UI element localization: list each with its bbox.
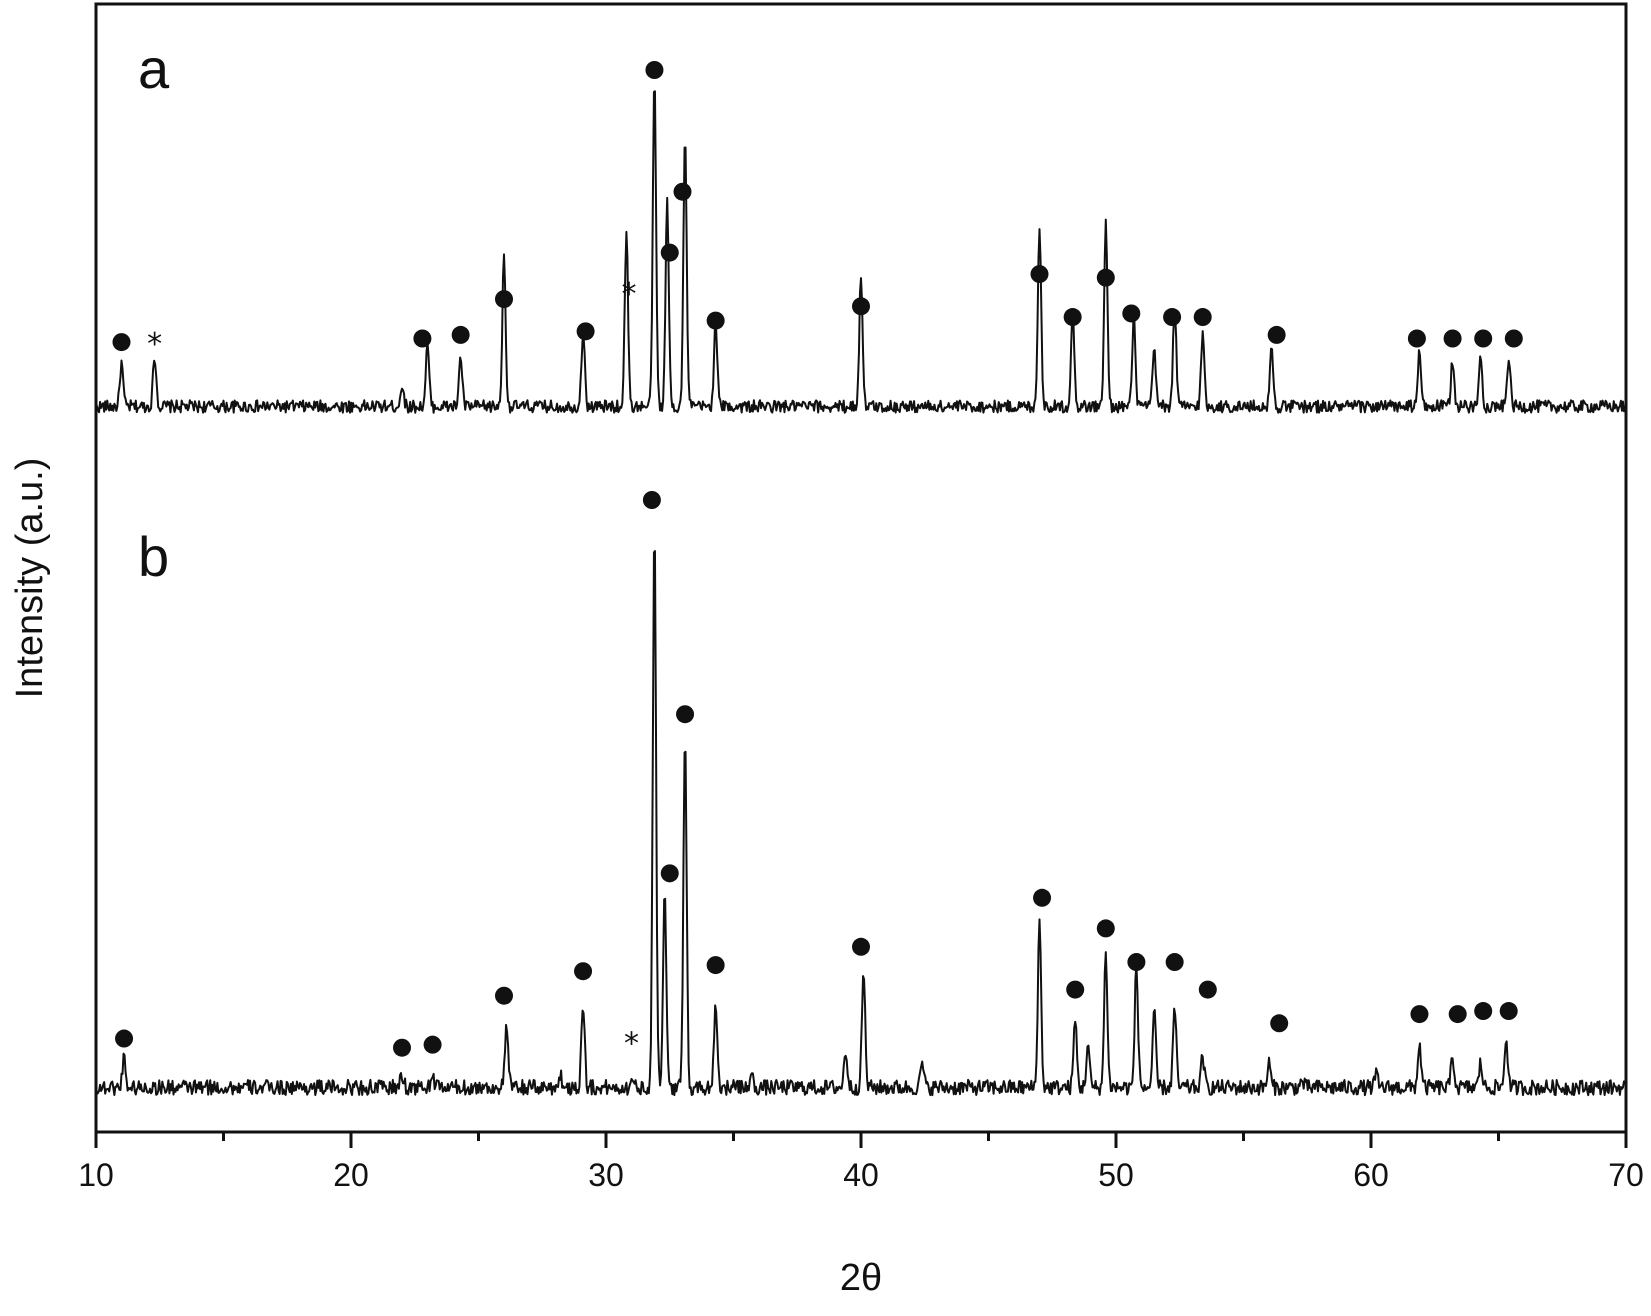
phase-marker-circle bbox=[1063, 308, 1082, 327]
phase-marker-circle bbox=[645, 61, 664, 79]
trace-b bbox=[95, 550, 1627, 1097]
phase-marker-circle bbox=[676, 705, 695, 724]
phase-marker-circle bbox=[1198, 980, 1217, 999]
phase-marker-circle bbox=[393, 1038, 411, 1057]
phase-marker-circle bbox=[1474, 329, 1493, 348]
panel-label-a: a bbox=[138, 37, 170, 100]
trace-a bbox=[95, 90, 1627, 414]
phase-marker-circle bbox=[642, 491, 661, 509]
phase-marker-circle bbox=[115, 1029, 134, 1048]
phase-marker-circle bbox=[413, 329, 432, 348]
phase-marker-circle bbox=[673, 182, 692, 201]
x-tick-label: 40 bbox=[843, 1157, 879, 1193]
phase-marker-star: * bbox=[147, 327, 162, 362]
y-axis-title: Intensity (a.u.) bbox=[9, 458, 51, 699]
phase-marker-circle bbox=[1267, 325, 1286, 344]
phase-marker-circle bbox=[1066, 980, 1085, 999]
phase-marker-circle bbox=[574, 962, 593, 981]
phase-marker-circle bbox=[1410, 1005, 1429, 1024]
x-tick-label: 20 bbox=[333, 1157, 369, 1193]
phase-marker-circle bbox=[1033, 888, 1052, 907]
x-axis-tick-labels: 10 20 30 40 50 60 70 bbox=[78, 1157, 1644, 1193]
phase-marker-circle bbox=[1127, 953, 1146, 972]
phase-marker-circle bbox=[1443, 329, 1462, 348]
x-axis-ticks bbox=[94, 1132, 1628, 1148]
panel-label-b: b bbox=[138, 525, 169, 588]
phase-marker-circle bbox=[576, 322, 595, 341]
traces bbox=[95, 90, 1627, 1097]
phase-marker-circle bbox=[1499, 1002, 1518, 1021]
phase-marker-circle bbox=[706, 311, 725, 330]
x-tick-label: 30 bbox=[588, 1157, 624, 1193]
phase-marker-circle bbox=[1030, 265, 1049, 284]
phase-marker-circle bbox=[1270, 1014, 1289, 1033]
phase-marker-circle bbox=[1122, 304, 1141, 323]
phase-marker-circle bbox=[1193, 308, 1212, 327]
phase-marker-circle bbox=[852, 937, 870, 956]
phase-marker-circle bbox=[660, 864, 679, 883]
peak-markers: * * * bbox=[112, 61, 1523, 1062]
plot-frame bbox=[94, 2, 1628, 1134]
phase-marker-circle bbox=[423, 1035, 442, 1054]
x-tick-label: 50 bbox=[1098, 1157, 1134, 1193]
phase-marker-star: * bbox=[624, 1027, 639, 1062]
x-axis-title: 2θ bbox=[840, 1257, 882, 1299]
phase-marker-circle bbox=[451, 325, 470, 344]
x-tick-label: 10 bbox=[78, 1157, 114, 1193]
x-tick-label: 60 bbox=[1353, 1157, 1389, 1193]
phase-marker-star: * bbox=[621, 277, 636, 312]
phase-marker-circle bbox=[1407, 329, 1426, 348]
phase-marker-circle bbox=[1163, 308, 1182, 327]
phase-marker-circle bbox=[1096, 268, 1115, 287]
phase-marker-circle bbox=[1448, 1005, 1467, 1024]
phase-marker-circle bbox=[1474, 1002, 1493, 1021]
phase-marker-circle bbox=[660, 243, 679, 262]
phase-marker-circle bbox=[495, 290, 513, 309]
phase-marker-circle bbox=[112, 333, 131, 352]
phase-marker-circle bbox=[1165, 953, 1184, 972]
x-tick-label: 70 bbox=[1608, 1157, 1644, 1193]
phase-marker-circle bbox=[852, 297, 870, 316]
phase-marker-circle bbox=[706, 956, 725, 975]
phase-marker-circle bbox=[1504, 329, 1523, 348]
phase-marker-circle bbox=[495, 986, 513, 1005]
phase-marker-circle bbox=[1096, 919, 1115, 938]
